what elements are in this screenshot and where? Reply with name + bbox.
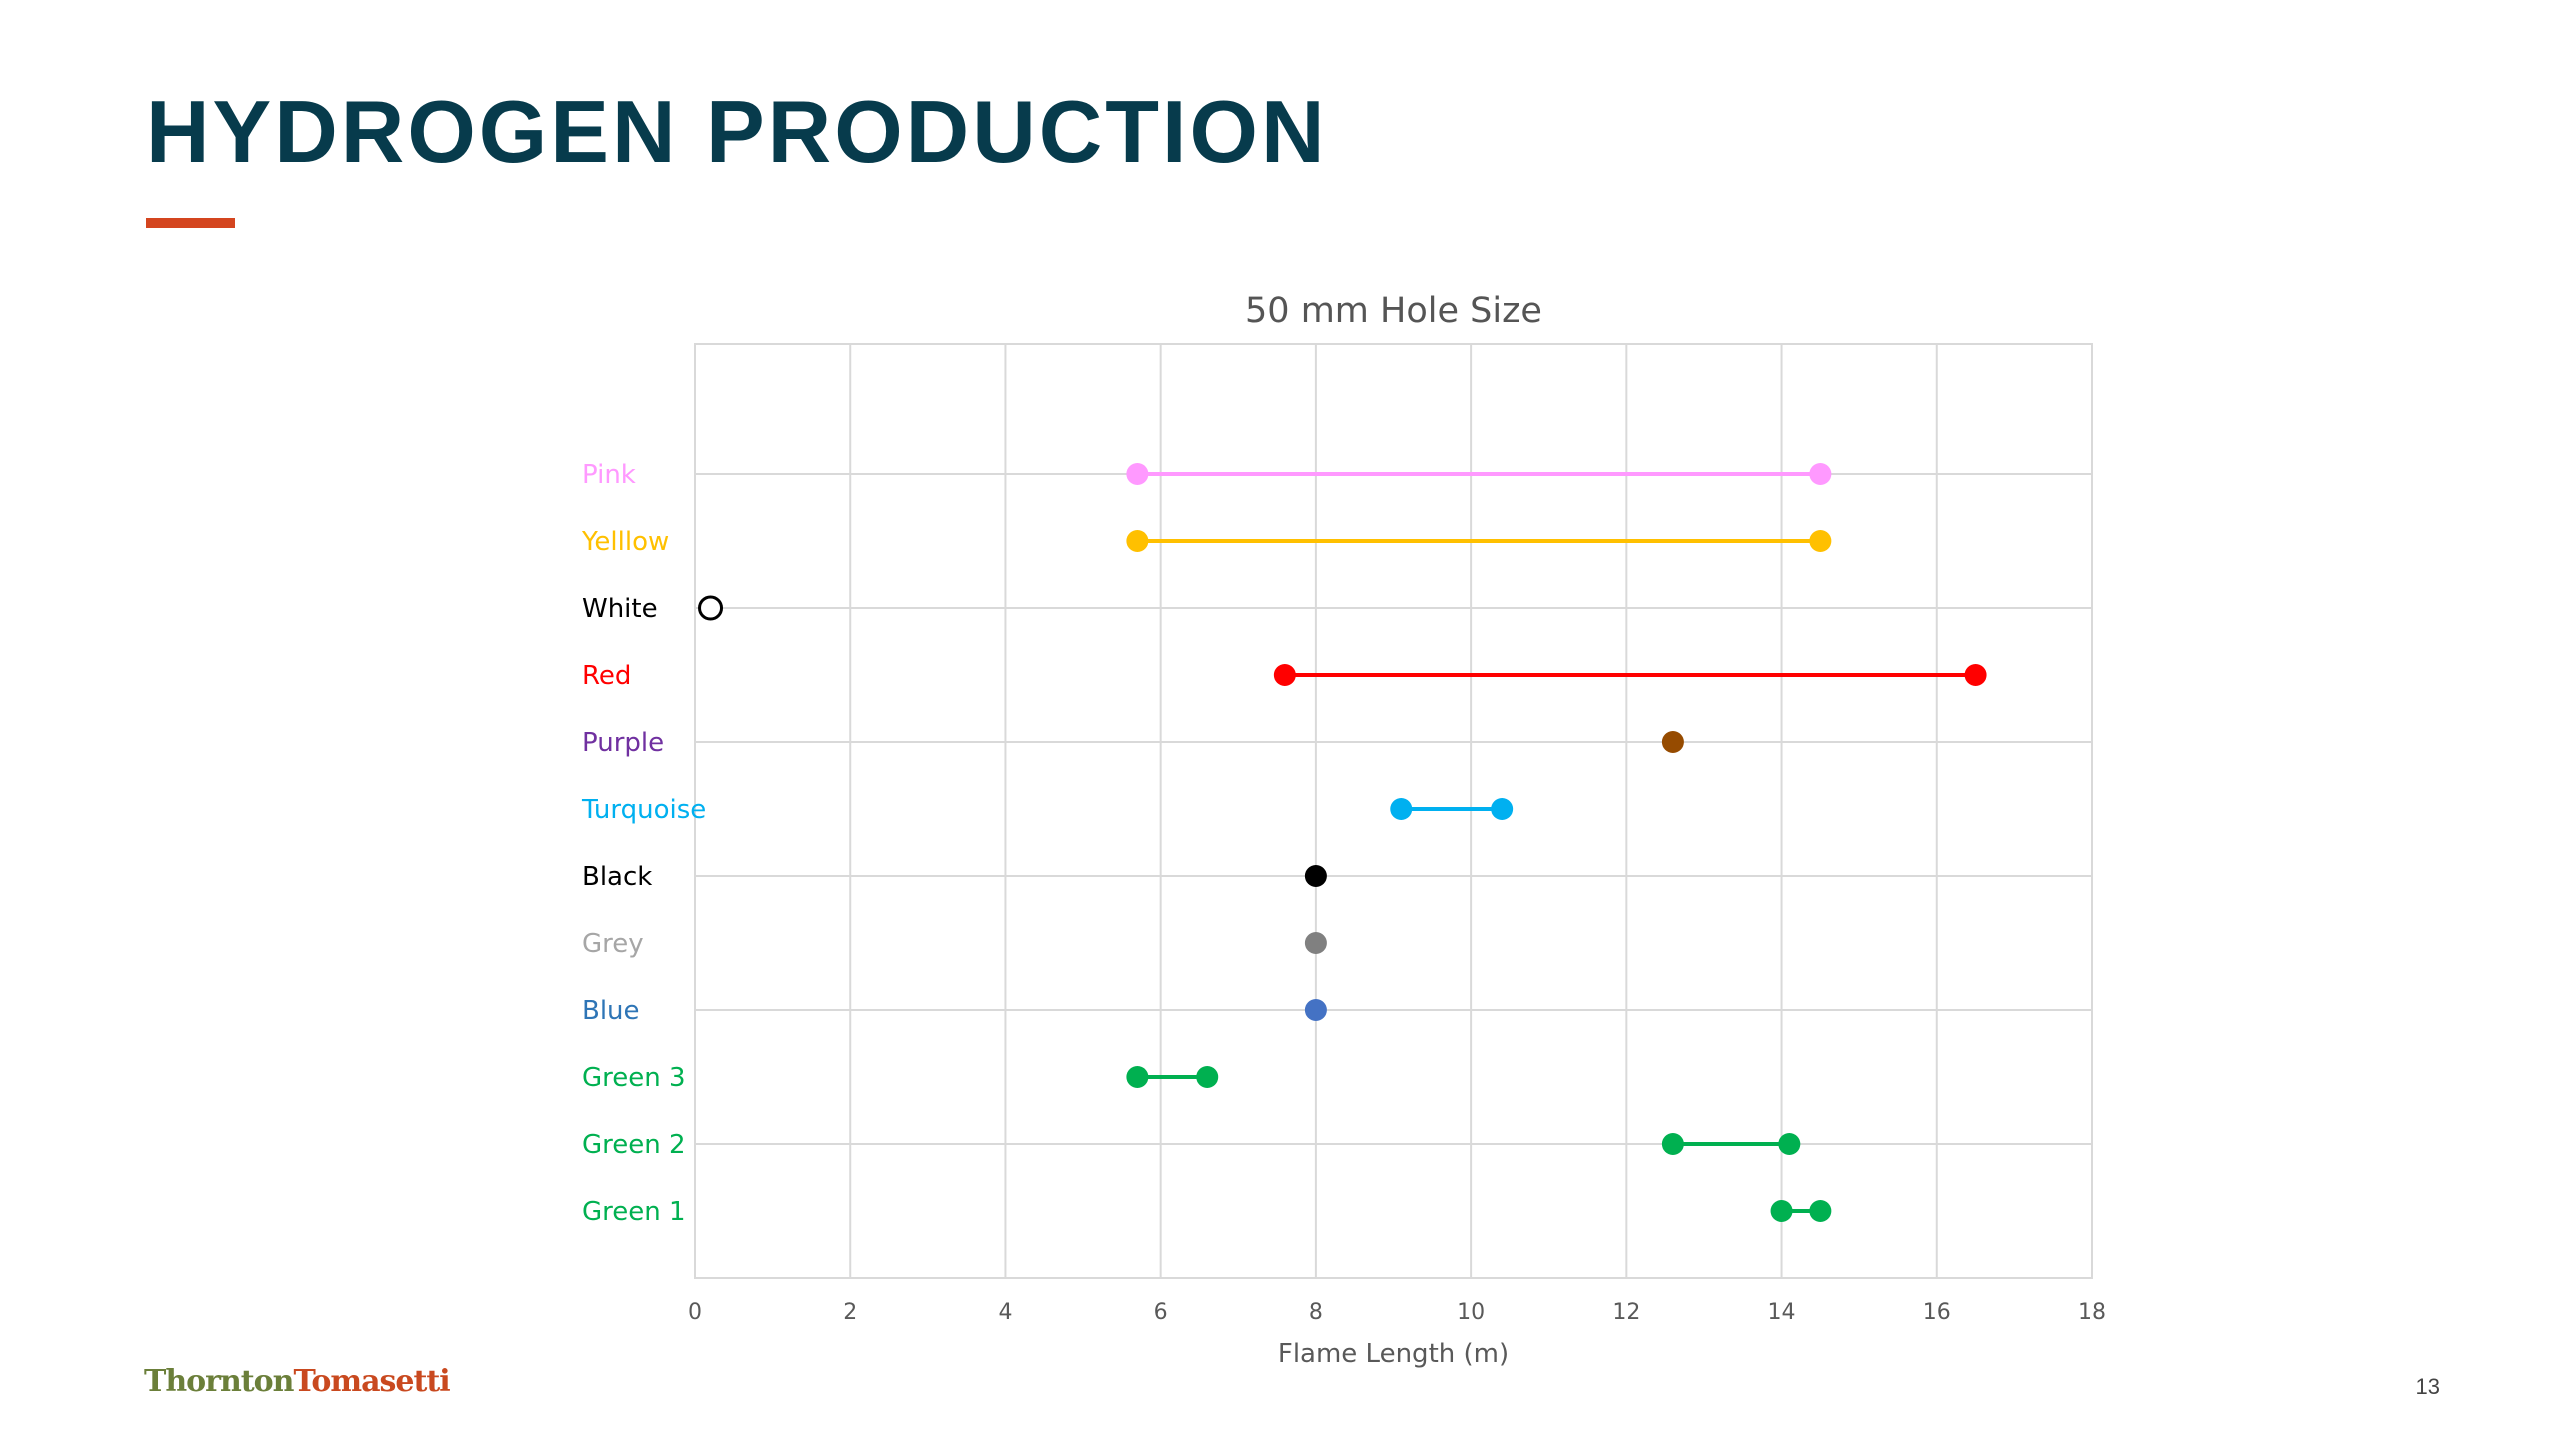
page-number: 13 [2415, 1374, 2440, 1399]
title-accent-bar [146, 218, 235, 228]
x-tick-label: 16 [1923, 1300, 1951, 1325]
category-label: White [582, 594, 658, 624]
category-label: Pink [582, 460, 636, 490]
x-tick-label: 12 [1612, 1300, 1640, 1325]
data-point [1809, 1200, 1832, 1222]
data-point [1390, 798, 1413, 820]
category-label: Green 2 [582, 1130, 686, 1160]
data-point [1126, 1066, 1149, 1088]
data-point [1661, 1133, 1684, 1155]
x-tick-label: 10 [1457, 1300, 1485, 1325]
data-point [1273, 664, 1296, 686]
data-point [1770, 1200, 1793, 1222]
category-label: Green 1 [582, 1197, 686, 1227]
category-label: Green 3 [582, 1063, 686, 1093]
data-point [1661, 731, 1684, 753]
x-tick-label: 4 [998, 1300, 1012, 1325]
x-tick-label: 6 [1154, 1300, 1168, 1325]
x-tick-label: 2 [843, 1300, 857, 1325]
data-point [1809, 463, 1832, 485]
category-label: Black [582, 862, 652, 892]
category-label: Grey [582, 929, 644, 959]
data-point [1491, 798, 1514, 820]
slide-title: HYDROGEN PRODUCTION [146, 82, 1328, 181]
x-axis-label: Flame Length (m) [1278, 1339, 1509, 1369]
data-point [1778, 1133, 1801, 1155]
category-label: Yelllow [581, 527, 669, 557]
category-label: Red [582, 661, 631, 691]
x-tick-label: 8 [1309, 1300, 1323, 1325]
category-label: Turquoise [581, 795, 706, 825]
company-logo: ThorntonTomasetti [144, 1364, 451, 1399]
logo-word-tomasetti: Tomasetti [293, 1364, 450, 1399]
category-label: Purple [582, 728, 664, 758]
data-point [1126, 463, 1149, 485]
data-point [698, 595, 724, 621]
x-tick-label: 18 [2078, 1300, 2106, 1325]
chart-title: 50 mm Hole Size [1245, 291, 1542, 331]
x-tick-label: 14 [1768, 1300, 1796, 1325]
category-label: Blue [582, 996, 640, 1026]
data-point [1196, 1066, 1219, 1088]
data-point [1304, 865, 1327, 887]
data-point [1809, 530, 1832, 552]
data-point [1126, 530, 1149, 552]
data-point [1964, 664, 1987, 686]
x-tick-label: 0 [688, 1300, 702, 1325]
data-point [1304, 932, 1327, 954]
data-point [1304, 999, 1327, 1021]
logo-word-thornton: Thornton [144, 1364, 294, 1399]
